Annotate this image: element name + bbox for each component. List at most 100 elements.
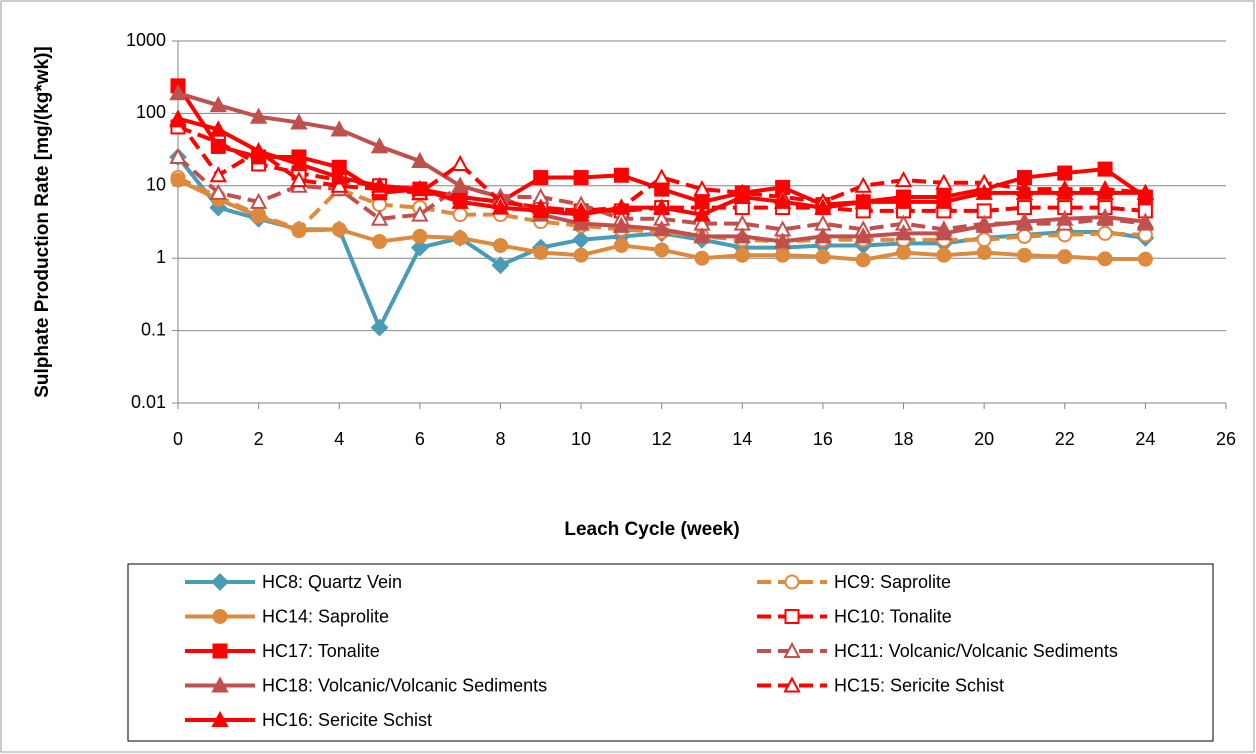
legend-marker — [784, 574, 800, 590]
point — [693, 180, 711, 197]
x-tick-label: 0 — [173, 429, 183, 449]
point — [170, 172, 186, 188]
point — [936, 247, 952, 263]
point — [572, 205, 590, 222]
x-tick-label: 6 — [415, 429, 425, 449]
point — [693, 205, 711, 222]
point — [290, 113, 308, 130]
point — [693, 227, 711, 244]
point — [1056, 183, 1074, 200]
x-tick-label: 22 — [1055, 429, 1075, 449]
point — [935, 173, 953, 190]
point — [370, 209, 389, 226]
point — [251, 208, 267, 224]
y-tick-label: 1 — [156, 247, 166, 267]
point — [612, 216, 631, 233]
point — [1137, 251, 1153, 267]
point — [209, 166, 227, 183]
legend-marker — [212, 643, 228, 659]
point — [976, 244, 992, 260]
point — [1016, 228, 1032, 244]
point — [654, 242, 670, 258]
point — [775, 247, 791, 263]
point — [209, 96, 227, 113]
y-tick-label: 0.1 — [141, 319, 166, 339]
point — [209, 120, 227, 137]
point — [1056, 209, 1074, 226]
legend-label: HC17: Tonalite — [262, 641, 380, 661]
point — [451, 176, 469, 193]
point — [411, 180, 429, 197]
point — [452, 207, 468, 223]
point — [894, 192, 913, 209]
point — [854, 176, 872, 193]
point — [613, 237, 629, 253]
point — [573, 170, 589, 186]
point — [1097, 161, 1113, 177]
legend-marker — [784, 609, 800, 624]
point — [410, 238, 429, 257]
point — [815, 249, 831, 265]
point — [975, 183, 993, 200]
x-tick-label: 8 — [495, 429, 505, 449]
point — [533, 244, 549, 260]
point — [290, 154, 308, 172]
point — [291, 223, 307, 239]
point — [411, 151, 429, 169]
point — [653, 220, 671, 237]
point — [452, 230, 468, 246]
point — [411, 205, 429, 222]
point — [572, 214, 590, 231]
legend-label: HC11: Volcanic/Volcanic Sediments — [834, 641, 1118, 661]
point — [492, 237, 508, 253]
point — [249, 107, 268, 124]
legend-marker — [212, 609, 228, 624]
point — [855, 252, 871, 268]
y-axis-title: Sulphate Production Rate [mg/(kg*wk)] — [32, 46, 53, 398]
point — [412, 228, 428, 244]
point — [1136, 212, 1155, 229]
point — [733, 187, 751, 205]
point — [654, 181, 670, 197]
legend-box — [127, 563, 1214, 742]
x-tick-label: 16 — [813, 429, 833, 449]
point — [653, 168, 671, 185]
y-tick-label: 10 — [146, 175, 166, 195]
point — [249, 192, 268, 209]
y-tick-label: 0.01 — [131, 392, 166, 412]
point — [1136, 183, 1155, 200]
legend-label: HC15: Sericite Schist — [834, 675, 1004, 695]
point — [1057, 165, 1073, 181]
point — [210, 138, 226, 154]
point — [331, 221, 347, 237]
point — [1096, 183, 1114, 200]
point — [330, 176, 348, 193]
x-tick-label: 14 — [732, 429, 752, 449]
point — [814, 227, 832, 244]
legend-marker — [211, 710, 229, 727]
x-tick-label: 10 — [571, 429, 591, 449]
legend-marker — [783, 641, 801, 658]
point — [572, 230, 590, 249]
point — [1016, 200, 1032, 216]
point — [653, 198, 671, 215]
x-tick-label: 18 — [894, 429, 914, 449]
x-tick-label: 2 — [254, 429, 264, 449]
legend-marker — [783, 676, 801, 693]
point — [372, 234, 388, 250]
x-axis-title: Leach Cycle (week) — [564, 519, 739, 540]
point — [773, 192, 792, 209]
point — [1097, 225, 1113, 241]
point — [451, 192, 469, 209]
point — [773, 232, 792, 249]
y-tick-label: 1000 — [126, 30, 166, 50]
x-tick-label: 26 — [1216, 429, 1236, 449]
point — [854, 192, 872, 209]
point — [209, 183, 227, 200]
point — [249, 142, 268, 159]
point — [1097, 251, 1113, 267]
legend-label: HC14: Saprolite — [262, 606, 389, 626]
point — [330, 120, 348, 137]
